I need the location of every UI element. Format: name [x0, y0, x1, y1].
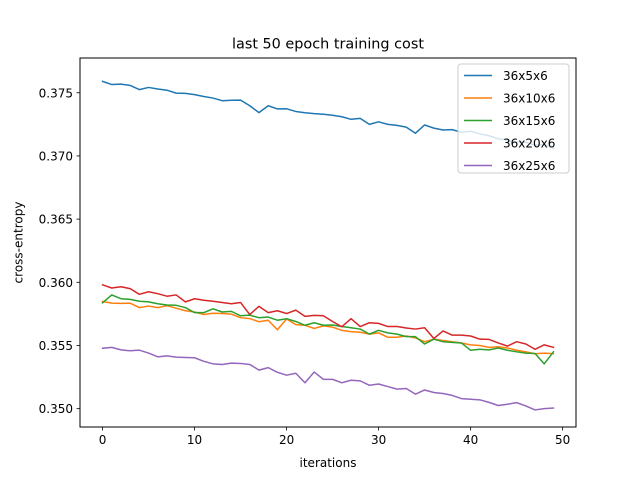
x-axis: 0 10 20 30 40 50: [99, 427, 570, 447]
legend-label: 36x10x6: [503, 91, 555, 105]
legend-frame: [457, 63, 570, 174]
legend-label: 36x20x6: [503, 136, 555, 150]
x-tick-label: 50: [555, 433, 570, 447]
y-tick-label: 0.365: [39, 213, 73, 227]
series-line-36x20x6: [101, 283, 555, 351]
axes-frame: [79, 57, 577, 428]
y-tick-label: 0.370: [39, 149, 73, 163]
series-line-36x15x6: [101, 294, 555, 365]
y-tick-label: 0.350: [39, 402, 73, 416]
legend-label: 36x25x6: [503, 159, 555, 173]
x-tick-label: 40: [463, 433, 478, 447]
legend-label: 36x5x6: [503, 69, 548, 83]
y-axis-label: cross-entropy: [12, 202, 26, 284]
y-tick-label: 0.355: [39, 339, 73, 353]
x-tick-label: 20: [279, 433, 294, 447]
x-tick-label: 30: [371, 433, 386, 447]
series-line-36x10x6: [101, 300, 555, 355]
y-tick-label: 0.360: [39, 276, 73, 290]
legend-label: 36x15x6: [503, 114, 555, 128]
x-tick-label: 10: [187, 433, 202, 447]
series-line-36x25x6: [101, 346, 555, 411]
plot-area: [79, 57, 577, 428]
chart-title: last 50 epoch training cost: [232, 37, 424, 53]
x-tick-label: 0: [99, 433, 107, 447]
x-axis-label: iterations: [300, 456, 357, 470]
legend: 36x5x6 36x10x6 36x15x6 36x20x6 36x25x6: [457, 63, 570, 174]
y-tick-label: 0.375: [39, 86, 73, 100]
y-axis: 0.350 0.355 0.360 0.365 0.370 0.375: [39, 86, 80, 416]
